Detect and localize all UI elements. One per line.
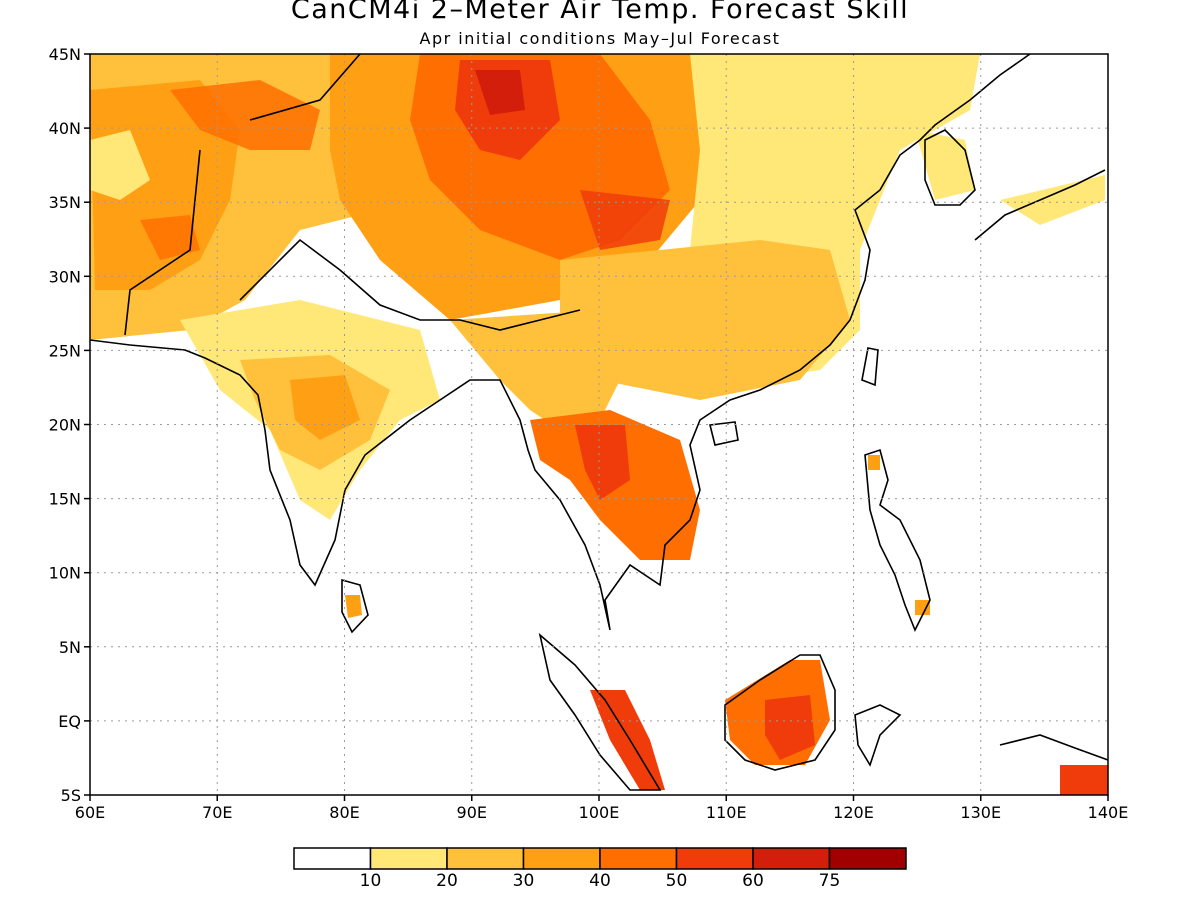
- coast-asia-mainland: [90, 54, 1031, 631]
- region-sumatra: [590, 690, 665, 790]
- colorbar-swatch: [293, 847, 372, 870]
- region-china-west: [580, 190, 670, 250]
- lon-tick-label: 60E: [75, 803, 105, 822]
- coast-korea: [924, 129, 976, 206]
- skill-shading: [90, 54, 1108, 795]
- region-thailand: [575, 425, 630, 500]
- colorbar-label: 60: [742, 871, 764, 891]
- lat-tick-label: 5N: [59, 638, 81, 657]
- colorbar: 10 20 30 40 50 60 75: [293, 847, 907, 891]
- border-china-north: [249, 54, 361, 121]
- colorbar-swatch: [522, 847, 601, 870]
- lat-tick-label: 30N: [49, 267, 81, 286]
- colorbar-swatch: [675, 847, 754, 870]
- map-subtitle: Apr initial conditions May–Jul Forecast: [419, 29, 781, 48]
- colorbar-swatch: [752, 847, 831, 870]
- lat-tick-label: 15N: [49, 490, 81, 509]
- lat-tick-label: 45N: [49, 45, 81, 64]
- lat-tick-label: EQ: [58, 712, 81, 731]
- lon-tick-label: 110E: [706, 803, 747, 822]
- colorbar-swatch: [828, 847, 907, 870]
- lat-tick-label: 5S: [61, 786, 81, 805]
- region-luzon: [868, 455, 880, 470]
- coast-philippines: [864, 448, 931, 632]
- coast-borneo: [724, 654, 836, 771]
- region-afghanistan: [170, 80, 320, 150]
- lon-tick-label: 130E: [960, 803, 1001, 822]
- colorbar-swatch: [599, 847, 678, 870]
- lon-tick-label: 80E: [329, 803, 359, 822]
- lat-tick-label: 35N: [49, 193, 81, 212]
- region-india-core: [290, 375, 360, 440]
- coast-sumatra: [538, 632, 662, 791]
- coast-sulawesi: [854, 704, 902, 767]
- border-himalaya: [239, 238, 581, 331]
- region-borneo-core: [765, 695, 815, 760]
- lat-tick-label: 20N: [49, 416, 81, 435]
- lon-tick-label: 70E: [202, 803, 232, 822]
- coast-taiwan: [861, 347, 879, 387]
- colorbar-label: 75: [819, 871, 841, 891]
- colorbar-label: 40: [589, 871, 611, 891]
- colorbar-label: 20: [436, 871, 458, 891]
- lat-tick-label: 25N: [49, 341, 81, 360]
- map-title: CanCM4i 2–Meter Air Temp. Forecast Skill: [290, 0, 910, 25]
- coastlines: [90, 54, 1108, 791]
- region-myanmar: [450, 310, 620, 430]
- coast-new-guinea: [999, 734, 1108, 761]
- region-light-west: [90, 130, 150, 200]
- region-iran-core: [140, 215, 200, 260]
- colorbar-swatch: [369, 847, 448, 870]
- region-korea: [915, 130, 975, 200]
- region-mindanao: [915, 600, 930, 615]
- coast-japan: [974, 169, 1106, 241]
- coast-sri-lanka: [341, 578, 369, 634]
- border-iran-afghan: [124, 149, 201, 336]
- colorbar-label: 10: [360, 871, 382, 891]
- coast-hainan: [709, 421, 739, 446]
- lon-tick-label: 140E: [1088, 803, 1129, 822]
- region-mongolia-max: [475, 70, 525, 115]
- lon-tick-label: 100E: [579, 803, 620, 822]
- region-sri-lanka: [345, 595, 362, 618]
- region-new-guinea: [1060, 765, 1108, 795]
- lon-tick-label: 120E: [833, 803, 874, 822]
- region-south-china: [560, 240, 850, 400]
- colorbar-swatch: [446, 847, 525, 870]
- colorbar-label: 30: [513, 871, 535, 891]
- lat-tick-label: 10N: [49, 564, 81, 583]
- lon-tick-label: 90E: [457, 803, 487, 822]
- lat-tick-label: 40N: [49, 119, 81, 138]
- region-japan: [1000, 175, 1105, 225]
- colorbar-label: 50: [666, 871, 688, 891]
